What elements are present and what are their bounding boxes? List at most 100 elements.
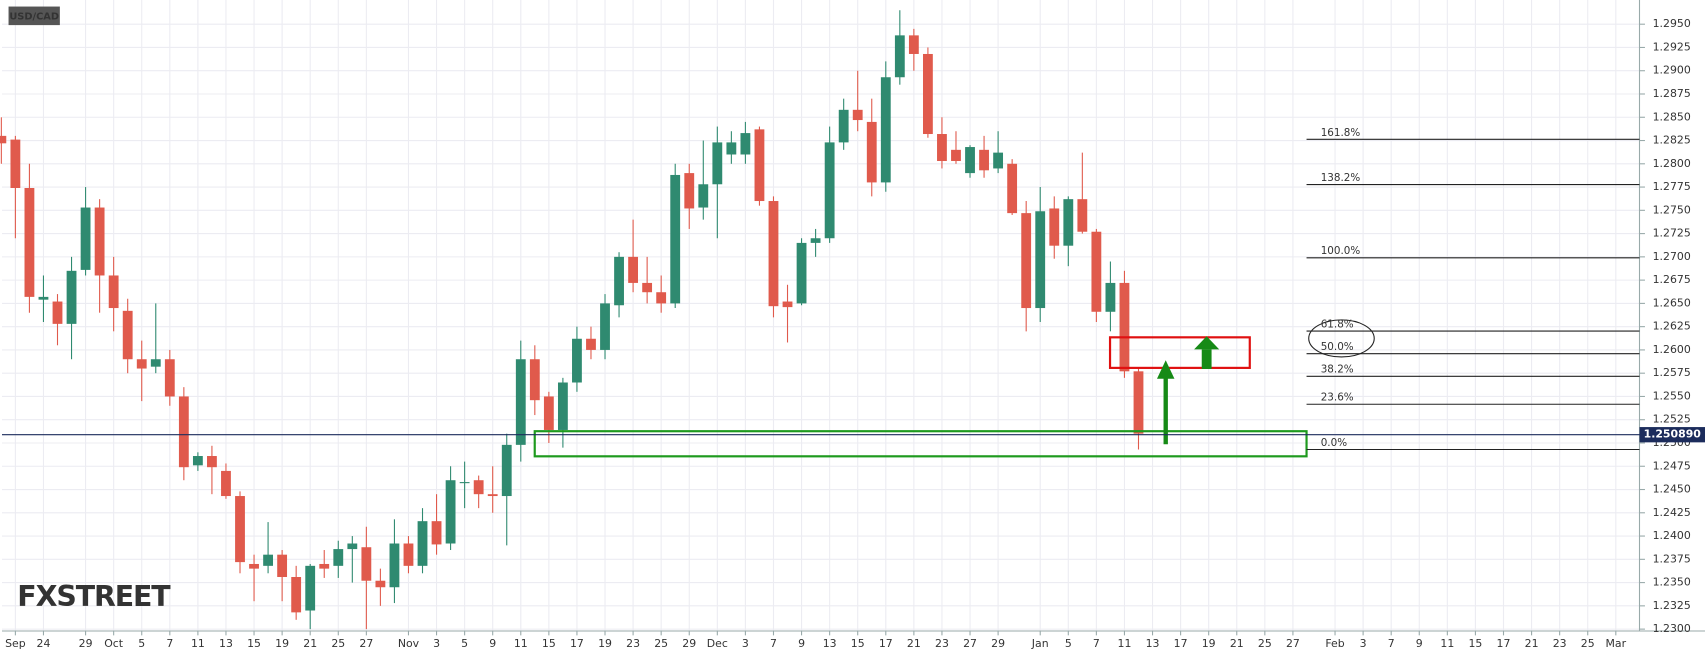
candle-body — [922, 53, 933, 135]
x-tick-label: 19 — [598, 637, 612, 650]
x-tick-label: 21 — [907, 637, 921, 650]
candle-body — [150, 359, 161, 367]
candle-body — [501, 444, 512, 497]
x-tick-label: 7 — [1388, 637, 1395, 650]
x-tick-label: 11 — [191, 637, 205, 650]
x-tick-label: 17 — [1174, 637, 1188, 650]
candle-body — [389, 543, 400, 588]
candle-body — [754, 129, 765, 202]
candle-body — [108, 275, 119, 309]
y-tick-label: 1.2875 — [1653, 87, 1691, 100]
x-tick-label: Mar — [1606, 637, 1627, 650]
candle-body — [557, 382, 568, 430]
arrow-head — [1156, 360, 1175, 379]
candle-body — [473, 480, 484, 495]
x-tick-label: 23 — [935, 637, 949, 650]
y-tick-label: 1.2600 — [1653, 343, 1691, 356]
fib-label: 50.0% — [1321, 341, 1354, 353]
candle-body — [249, 563, 259, 569]
highlight-ellipse — [1308, 319, 1375, 358]
x-tick-label: 5 — [461, 637, 468, 650]
x-tick-label: 23 — [1553, 637, 1567, 650]
candle-body — [810, 238, 821, 243]
candle-body — [586, 338, 596, 350]
candle-body — [417, 521, 428, 566]
candle-body — [529, 359, 540, 401]
x-tick-label: 23 — [626, 637, 640, 650]
y-tick-label: 1.2650 — [1653, 296, 1691, 309]
fib-label: 138.2% — [1321, 172, 1361, 184]
candle-body — [1077, 199, 1088, 232]
x-tick-label: 13 — [1146, 637, 1160, 650]
candle-body — [122, 310, 133, 360]
x-tick-label: 5 — [1065, 637, 1072, 650]
fib-label: 0.0% — [1321, 437, 1347, 449]
y-tick-label: 1.2425 — [1653, 506, 1691, 519]
candle-body — [277, 554, 288, 578]
x-tick-label: 27 — [1286, 637, 1300, 650]
candle-body — [347, 543, 358, 550]
y-tick-label: 1.2725 — [1653, 227, 1691, 240]
plot — [0, 10, 1144, 630]
candle-body — [951, 149, 961, 162]
x-tick-label: 25 — [1258, 637, 1272, 650]
x-tick-label: 29 — [991, 637, 1005, 650]
candle-body — [768, 201, 779, 307]
y-tick-label: 1.2325 — [1653, 599, 1691, 612]
candle-body — [333, 549, 344, 566]
candle-body — [1035, 211, 1046, 309]
candle-body — [1007, 163, 1018, 214]
candle-body — [136, 359, 147, 369]
fib-label: 161.8% — [1321, 127, 1361, 139]
fib-label: 38.2% — [1321, 364, 1354, 376]
support-zone — [533, 430, 1308, 458]
candle-body — [52, 301, 63, 324]
candle-body — [94, 207, 105, 276]
candle-body — [1049, 208, 1060, 246]
candle-body — [698, 184, 709, 208]
candle-body — [796, 242, 807, 304]
arrow-head — [1194, 336, 1220, 350]
fib-label: 100.0% — [1321, 245, 1361, 257]
candle-body — [880, 77, 891, 183]
candle-body — [993, 152, 1004, 169]
x-tick-label: 21 — [303, 637, 317, 650]
x-tick-label: 9 — [1416, 637, 1423, 650]
x-tick-label: 29 — [682, 637, 696, 650]
candle-body — [712, 142, 723, 185]
y-tick-label: 1.2775 — [1653, 180, 1691, 193]
candle-body — [684, 173, 695, 209]
x-tick-label: 25 — [654, 637, 668, 650]
x-tick-label: 27 — [963, 637, 977, 650]
candle-body — [1021, 213, 1032, 309]
x-tick-label: Jan — [1031, 637, 1049, 650]
candle-body — [66, 270, 77, 324]
candle-body — [543, 396, 554, 430]
candle-body — [305, 565, 316, 611]
price-tag — [1639, 427, 1705, 443]
x-tick-label: 9 — [798, 637, 805, 650]
candle-body — [866, 121, 877, 183]
fib-label: 61.8% — [1321, 318, 1354, 330]
x-tick-label: 13 — [823, 637, 837, 650]
x-tick-label: 7 — [166, 637, 173, 650]
candle-body — [207, 456, 217, 468]
candle-body — [403, 543, 414, 566]
y-tick-label: 1.2900 — [1653, 64, 1691, 77]
candle-body — [656, 292, 667, 304]
candle-body — [235, 496, 245, 563]
candle-body — [1119, 282, 1130, 372]
candle-body — [361, 547, 372, 581]
candle-body — [979, 149, 989, 171]
y-tick-label: 1.2950 — [1653, 17, 1691, 30]
resistance-zone — [1108, 336, 1251, 369]
candle-body — [192, 456, 203, 466]
x-tick-label: 5 — [138, 637, 145, 650]
candle-body — [628, 256, 639, 283]
x-tick-label: 11 — [514, 637, 528, 650]
candle-body — [572, 338, 582, 383]
candle-body — [431, 521, 442, 545]
